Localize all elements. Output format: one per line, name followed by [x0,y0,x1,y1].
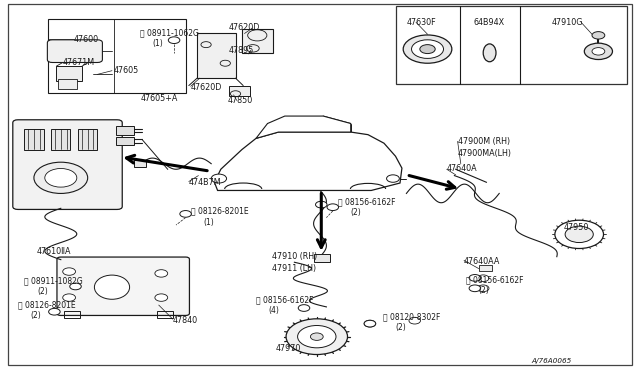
Circle shape [63,294,76,301]
Text: 47600: 47600 [74,35,99,44]
Bar [116,137,134,145]
Circle shape [592,48,605,55]
FancyBboxPatch shape [13,120,122,209]
Text: 47620D: 47620D [191,83,222,92]
Circle shape [387,175,399,182]
Text: 47605+A: 47605+A [141,94,178,103]
Text: 47605: 47605 [114,66,139,75]
Text: 47630F: 47630F [406,18,436,27]
Circle shape [584,43,612,60]
Circle shape [49,308,60,315]
Circle shape [298,305,310,311]
Bar [78,129,97,150]
Circle shape [364,320,376,327]
Text: 47950: 47950 [563,223,589,232]
Text: 47610ⅡA: 47610ⅡA [37,247,72,256]
Text: 47620D: 47620D [229,23,260,32]
Bar [479,265,492,271]
Text: Ⓓ 08156-6162F: Ⓓ 08156-6162F [256,295,314,304]
Text: (1): (1) [152,39,163,48]
Circle shape [34,162,88,193]
Text: 47840: 47840 [173,316,198,325]
Bar [396,6,627,84]
Bar [197,33,236,78]
Text: (2): (2) [396,323,406,332]
Circle shape [477,275,489,282]
Text: (2): (2) [479,286,490,295]
Circle shape [168,37,180,44]
Circle shape [70,283,81,290]
Polygon shape [214,132,402,190]
Text: 64B94X: 64B94X [474,18,505,27]
Bar [51,129,70,150]
Text: Ⓓ 08156-6162F: Ⓓ 08156-6162F [466,275,524,284]
Text: 47900MA(LH): 47900MA(LH) [458,149,511,158]
Circle shape [477,285,489,292]
Bar [229,86,250,96]
Circle shape [412,40,444,58]
Text: Ⓓ 08156-6162F: Ⓓ 08156-6162F [338,197,396,206]
Text: (1): (1) [204,218,214,227]
Circle shape [565,226,593,243]
Text: (2): (2) [31,311,42,320]
Text: 47895: 47895 [229,46,255,55]
Text: Ⓝ 08911-1062G: Ⓝ 08911-1062G [140,28,198,37]
Polygon shape [256,116,351,138]
Circle shape [420,45,435,54]
Text: 47911 (LH): 47911 (LH) [272,264,316,273]
Bar [48,19,186,93]
Bar [56,66,82,81]
Circle shape [364,320,376,327]
Text: 47640A: 47640A [447,164,477,173]
Bar [116,126,134,135]
Text: Ⓓ 08126-8201E: Ⓓ 08126-8201E [18,301,76,310]
Circle shape [409,317,420,324]
Ellipse shape [95,275,129,299]
Circle shape [555,220,604,248]
Text: 474B7M: 474B7M [189,178,221,187]
Bar [64,311,80,318]
Text: 47640AA: 47640AA [464,257,500,266]
Circle shape [63,268,76,275]
Circle shape [469,285,481,292]
FancyBboxPatch shape [47,40,102,62]
Text: (2): (2) [37,287,48,296]
Circle shape [45,169,77,187]
Circle shape [155,270,168,277]
Text: 47900M (RH): 47900M (RH) [458,137,509,146]
Circle shape [286,319,348,355]
Bar [58,79,77,89]
Circle shape [155,294,168,301]
Text: (2): (2) [351,208,362,217]
Circle shape [298,326,336,348]
Circle shape [316,201,327,208]
Circle shape [327,204,339,211]
Text: (4): (4) [269,306,280,315]
Bar [24,129,44,150]
Bar [242,29,273,53]
Circle shape [180,211,191,217]
Circle shape [403,35,452,63]
Ellipse shape [483,44,496,62]
Circle shape [310,333,323,340]
Text: 47910G: 47910G [552,18,583,27]
Circle shape [469,275,481,281]
Bar [157,311,173,318]
Circle shape [211,174,227,183]
Text: Ⓝ 08911-1082G: Ⓝ 08911-1082G [24,276,83,285]
Text: 47910 (RH): 47910 (RH) [272,252,317,261]
Bar [134,160,146,167]
Text: 47671M: 47671M [63,58,95,67]
Bar [314,254,330,262]
Text: Ⓓ 08126-8201E: Ⓓ 08126-8201E [191,207,248,216]
Text: Ⓓ 08120-8302F: Ⓓ 08120-8302F [383,312,440,321]
Text: A/76A0065: A/76A0065 [531,358,572,364]
Text: 47850: 47850 [227,96,252,105]
Circle shape [592,32,605,39]
Text: 47970: 47970 [275,344,301,353]
FancyBboxPatch shape [57,257,189,315]
